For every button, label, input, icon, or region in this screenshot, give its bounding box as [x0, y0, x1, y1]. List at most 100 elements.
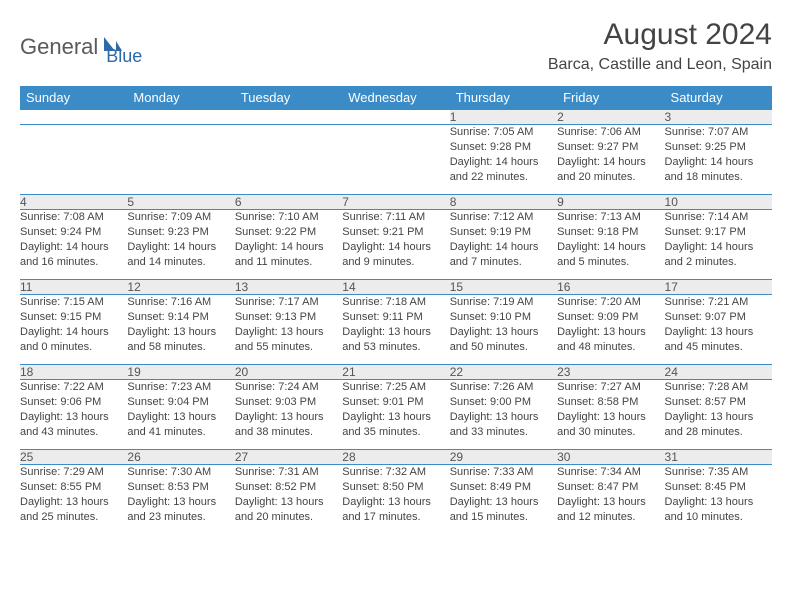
day-number-cell — [235, 110, 342, 125]
daylight-text: and 7 minutes. — [450, 255, 557, 270]
day-number-cell: 28 — [342, 450, 449, 465]
title-month: August 2024 — [548, 18, 772, 52]
day-detail-cell: Sunrise: 7:30 AMSunset: 8:53 PMDaylight:… — [127, 465, 234, 535]
day-number-cell — [127, 110, 234, 125]
daylight-text: and 28 minutes. — [665, 425, 772, 440]
day-detail-cell: Sunrise: 7:35 AMSunset: 8:45 PMDaylight:… — [665, 465, 772, 535]
daylight-text: Daylight: 13 hours — [665, 325, 772, 340]
sunset-text: Sunset: 8:50 PM — [342, 480, 449, 495]
day-detail-cell — [342, 125, 449, 195]
day-detail-cell: Sunrise: 7:20 AMSunset: 9:09 PMDaylight:… — [557, 295, 664, 365]
sunrise-text: Sunrise: 7:06 AM — [557, 125, 664, 140]
daylight-text: and 9 minutes. — [342, 255, 449, 270]
day-number-cell: 24 — [665, 365, 772, 380]
sunset-text: Sunset: 9:18 PM — [557, 225, 664, 240]
daylight-text: and 41 minutes. — [127, 425, 234, 440]
day-number-cell: 16 — [557, 280, 664, 295]
day-detail-cell: Sunrise: 7:12 AMSunset: 9:19 PMDaylight:… — [450, 210, 557, 280]
day-detail-cell: Sunrise: 7:13 AMSunset: 9:18 PMDaylight:… — [557, 210, 664, 280]
daylight-text: Daylight: 13 hours — [127, 410, 234, 425]
daylight-text: Daylight: 13 hours — [342, 325, 449, 340]
day-detail-cell: Sunrise: 7:27 AMSunset: 8:58 PMDaylight:… — [557, 380, 664, 450]
sunrise-text: Sunrise: 7:20 AM — [557, 295, 664, 310]
day-detail-cell: Sunrise: 7:16 AMSunset: 9:14 PMDaylight:… — [127, 295, 234, 365]
sunrise-text: Sunrise: 7:23 AM — [127, 380, 234, 395]
sunset-text: Sunset: 9:03 PM — [235, 395, 342, 410]
daylight-text: Daylight: 13 hours — [557, 495, 664, 510]
day-detail-cell: Sunrise: 7:10 AMSunset: 9:22 PMDaylight:… — [235, 210, 342, 280]
daylight-text: and 14 minutes. — [127, 255, 234, 270]
day-number-cell: 20 — [235, 365, 342, 380]
sunset-text: Sunset: 9:01 PM — [342, 395, 449, 410]
day-detail-cell: Sunrise: 7:32 AMSunset: 8:50 PMDaylight:… — [342, 465, 449, 535]
day-number-cell: 23 — [557, 365, 664, 380]
logo-text-blue: Blue — [106, 46, 142, 67]
sunset-text: Sunset: 9:07 PM — [665, 310, 772, 325]
sunset-text: Sunset: 8:47 PM — [557, 480, 664, 495]
day-number-cell: 14 — [342, 280, 449, 295]
day-detail-cell: Sunrise: 7:18 AMSunset: 9:11 PMDaylight:… — [342, 295, 449, 365]
sunrise-text: Sunrise: 7:13 AM — [557, 210, 664, 225]
daylight-text: and 20 minutes. — [557, 170, 664, 185]
weekday-header: Thursday — [450, 86, 557, 110]
day-number-cell: 18 — [20, 365, 127, 380]
day-number-cell: 6 — [235, 195, 342, 210]
daylight-text: and 5 minutes. — [557, 255, 664, 270]
daylight-text: Daylight: 14 hours — [342, 240, 449, 255]
day-detail-cell: Sunrise: 7:28 AMSunset: 8:57 PMDaylight:… — [665, 380, 772, 450]
daylight-text: Daylight: 13 hours — [450, 410, 557, 425]
day-number-cell: 13 — [235, 280, 342, 295]
daylight-text: Daylight: 13 hours — [665, 410, 772, 425]
day-detail-row: Sunrise: 7:08 AMSunset: 9:24 PMDaylight:… — [20, 210, 772, 280]
day-number-cell: 25 — [20, 450, 127, 465]
day-number-cell: 2 — [557, 110, 664, 125]
sunset-text: Sunset: 9:11 PM — [342, 310, 449, 325]
daylight-text: and 12 minutes. — [557, 510, 664, 525]
day-detail-cell: Sunrise: 7:22 AMSunset: 9:06 PMDaylight:… — [20, 380, 127, 450]
daylight-text: and 55 minutes. — [235, 340, 342, 355]
weekday-header-row: Sunday Monday Tuesday Wednesday Thursday… — [20, 86, 772, 110]
day-detail-cell: Sunrise: 7:31 AMSunset: 8:52 PMDaylight:… — [235, 465, 342, 535]
daylight-text: Daylight: 13 hours — [127, 325, 234, 340]
daylight-text: Daylight: 13 hours — [557, 325, 664, 340]
daylight-text: and 58 minutes. — [127, 340, 234, 355]
day-number-cell: 1 — [450, 110, 557, 125]
sunset-text: Sunset: 9:09 PM — [557, 310, 664, 325]
sunset-text: Sunset: 8:55 PM — [20, 480, 127, 495]
daylight-text: and 33 minutes. — [450, 425, 557, 440]
sunset-text: Sunset: 9:17 PM — [665, 225, 772, 240]
sunrise-text: Sunrise: 7:15 AM — [20, 295, 127, 310]
sunrise-text: Sunrise: 7:08 AM — [20, 210, 127, 225]
day-number-cell: 5 — [127, 195, 234, 210]
day-number-cell: 4 — [20, 195, 127, 210]
daylight-text: Daylight: 13 hours — [342, 495, 449, 510]
weekday-header: Monday — [127, 86, 234, 110]
daylight-text: Daylight: 14 hours — [20, 240, 127, 255]
daylight-text: and 48 minutes. — [557, 340, 664, 355]
weekday-header: Friday — [557, 86, 664, 110]
day-detail-cell: Sunrise: 7:33 AMSunset: 8:49 PMDaylight:… — [450, 465, 557, 535]
daylight-text: Daylight: 13 hours — [342, 410, 449, 425]
sunrise-text: Sunrise: 7:25 AM — [342, 380, 449, 395]
daylight-text: Daylight: 14 hours — [127, 240, 234, 255]
day-detail-cell: Sunrise: 7:34 AMSunset: 8:47 PMDaylight:… — [557, 465, 664, 535]
daylight-text: Daylight: 13 hours — [235, 495, 342, 510]
daylight-text: Daylight: 13 hours — [20, 495, 127, 510]
day-number-cell: 19 — [127, 365, 234, 380]
day-detail-cell: Sunrise: 7:06 AMSunset: 9:27 PMDaylight:… — [557, 125, 664, 195]
sunrise-text: Sunrise: 7:07 AM — [665, 125, 772, 140]
sunset-text: Sunset: 9:22 PM — [235, 225, 342, 240]
sunrise-text: Sunrise: 7:30 AM — [127, 465, 234, 480]
daylight-text: Daylight: 14 hours — [557, 240, 664, 255]
daylight-text: and 30 minutes. — [557, 425, 664, 440]
sunset-text: Sunset: 9:27 PM — [557, 140, 664, 155]
day-number-cell: 10 — [665, 195, 772, 210]
sunset-text: Sunset: 8:52 PM — [235, 480, 342, 495]
day-detail-cell: Sunrise: 7:08 AMSunset: 9:24 PMDaylight:… — [20, 210, 127, 280]
day-number-cell: 31 — [665, 450, 772, 465]
day-detail-cell: Sunrise: 7:07 AMSunset: 9:25 PMDaylight:… — [665, 125, 772, 195]
daylight-text: Daylight: 14 hours — [665, 155, 772, 170]
daylight-text: and 45 minutes. — [665, 340, 772, 355]
day-detail-cell: Sunrise: 7:14 AMSunset: 9:17 PMDaylight:… — [665, 210, 772, 280]
daylight-text: Daylight: 14 hours — [235, 240, 342, 255]
